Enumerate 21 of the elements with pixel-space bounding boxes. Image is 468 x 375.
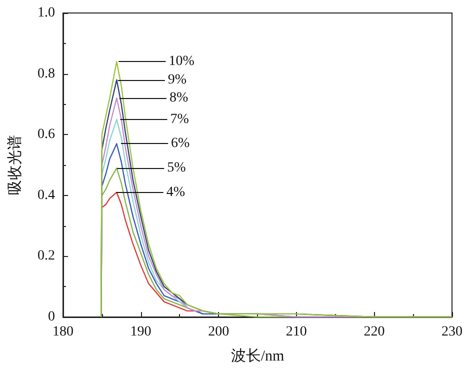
y-tick-label: 0.2	[38, 248, 55, 264]
x-tick-label: 200	[208, 324, 230, 340]
y-tick-label: 0	[48, 310, 55, 324]
y-tick-label: 0.6	[38, 127, 55, 142]
annotation: 4%	[166, 184, 186, 200]
x-tick-label: 220	[364, 324, 385, 340]
y-axis-title: 吸收光谱	[6, 135, 24, 195]
x-tick-label: 190	[130, 324, 152, 340]
y-tick-label: 0.4	[38, 188, 55, 203]
x-tick-label: 180	[52, 324, 74, 340]
x-axis-title: 波长/nm	[230, 348, 284, 364]
annotation: 6%	[171, 136, 190, 152]
annotation: 7%	[170, 112, 190, 127]
x-tick-label: 210	[286, 324, 307, 340]
annotation: 9%	[168, 72, 187, 88]
y-tick-label: 0.8	[38, 66, 55, 82]
annotation: 10%	[168, 54, 195, 70]
x-tick-label: 230	[442, 324, 462, 340]
annotation: 8%	[169, 90, 188, 106]
y-tick-label: 1.0	[38, 6, 55, 20]
annotation: 5%	[167, 160, 186, 176]
